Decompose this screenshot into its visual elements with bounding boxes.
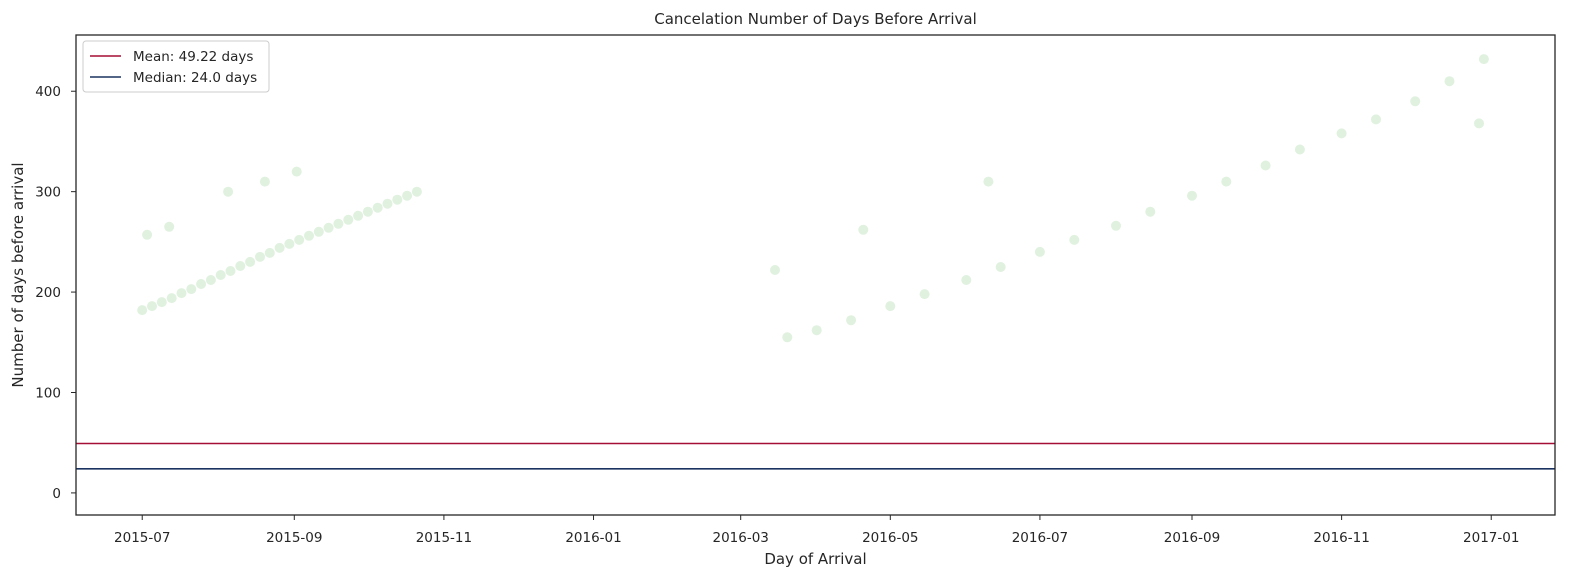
scatter-point	[411, 186, 422, 197]
scatter-point	[846, 315, 857, 326]
y-tick-label: 300	[35, 185, 61, 201]
scatter-point	[919, 289, 930, 300]
x-tick-label: 2015-07	[114, 530, 170, 546]
scatter-point	[1187, 190, 1197, 201]
scatter-point	[284, 238, 295, 249]
y-tick-label: 400	[35, 84, 61, 100]
scatter-point	[274, 242, 285, 253]
legend-box	[82, 40, 270, 93]
x-tick-label: 2016-09	[1164, 530, 1220, 546]
legend-label-median: Median: 24.0 days	[133, 70, 257, 86]
scatter-point	[166, 293, 177, 304]
scatter-point	[235, 261, 246, 271]
scatter-point	[995, 262, 1006, 272]
scatter-point	[1371, 114, 1381, 125]
scatter-point	[1294, 144, 1305, 155]
scatter-point	[1444, 76, 1455, 87]
x-tick-label: 2015-09	[266, 530, 322, 546]
scatter-point	[402, 190, 413, 201]
x-axis-ticks: 2015-07 2015-09 2015-11 2016-01 2016-03 2016-…	[114, 515, 1519, 546]
scatter-point	[392, 194, 403, 205]
scatter-point	[353, 210, 364, 221]
y-axis-ticks: 0 100 200 300 400	[35, 84, 76, 502]
x-axis-label: Day of Arrival	[764, 550, 866, 568]
scatter-point	[255, 251, 265, 262]
scatter-points-layer	[137, 54, 1489, 343]
scatter-point	[1145, 206, 1156, 217]
scatter-point	[245, 256, 256, 267]
scatter-point	[304, 230, 314, 241]
scatter-point	[983, 176, 994, 187]
scatter-point	[372, 202, 383, 213]
scatter-point	[196, 279, 207, 289]
scatter-point	[1474, 118, 1484, 129]
scatter-point	[1410, 96, 1421, 107]
scatter-point	[1221, 176, 1232, 187]
scatter-point	[294, 234, 305, 245]
x-tick-label: 2015-11	[416, 530, 472, 546]
scatter-point	[1336, 128, 1347, 139]
scatter-point	[323, 222, 334, 233]
scatter-point	[1069, 234, 1080, 245]
x-tick-label: 2017-01	[1463, 530, 1519, 546]
y-axis-label: Number of days before arrival	[9, 162, 27, 387]
scatter-point	[142, 229, 153, 240]
x-tick-label: 2016-03	[712, 530, 768, 546]
scatter-point	[1111, 220, 1121, 231]
scatter-point	[1034, 246, 1045, 257]
scatter-point	[1260, 160, 1271, 171]
scatter-point	[343, 214, 354, 225]
scatter-point	[215, 270, 226, 280]
scatter-point	[1478, 54, 1489, 65]
y-tick-label: 200	[35, 285, 61, 301]
scatter-point	[858, 224, 869, 235]
scatter-point	[205, 275, 216, 285]
plot-frame	[75, 34, 1556, 516]
scatter-point	[156, 297, 167, 308]
legend: Mean: 49.22 days Median: 24.0 days	[82, 40, 270, 93]
legend-label-mean: Mean: 49.22 days	[133, 49, 253, 65]
y-tick-label: 0	[52, 486, 61, 502]
scatter-point	[164, 221, 175, 232]
scatter-point	[264, 247, 275, 258]
scatter-point	[770, 265, 780, 275]
scatter-point	[382, 198, 393, 209]
scatter-point	[223, 186, 234, 197]
scatter-point	[333, 218, 344, 229]
scatter-point	[782, 332, 793, 343]
scatter-point	[147, 301, 157, 312]
scatter-point	[176, 288, 187, 299]
x-tick-label: 2016-11	[1313, 530, 1369, 546]
scatter-point	[313, 226, 324, 237]
chart-title: Cancelation Number of Days Before Arriva…	[654, 10, 977, 28]
x-tick-label: 2016-01	[565, 530, 621, 546]
scatter-point	[961, 275, 972, 285]
scatter-point	[225, 266, 236, 276]
scatter-point	[259, 176, 270, 187]
scatter-point	[291, 166, 302, 177]
reference-lines-layer	[76, 442, 1555, 470]
scatter-point	[186, 284, 197, 295]
y-tick-label: 100	[35, 385, 61, 401]
scatter-point	[811, 325, 822, 336]
scatter-point	[137, 305, 148, 316]
x-tick-label: 2016-05	[862, 530, 918, 546]
x-tick-label: 2016-07	[1012, 530, 1068, 546]
scatter-point	[885, 301, 896, 312]
scatter-point	[362, 206, 373, 217]
